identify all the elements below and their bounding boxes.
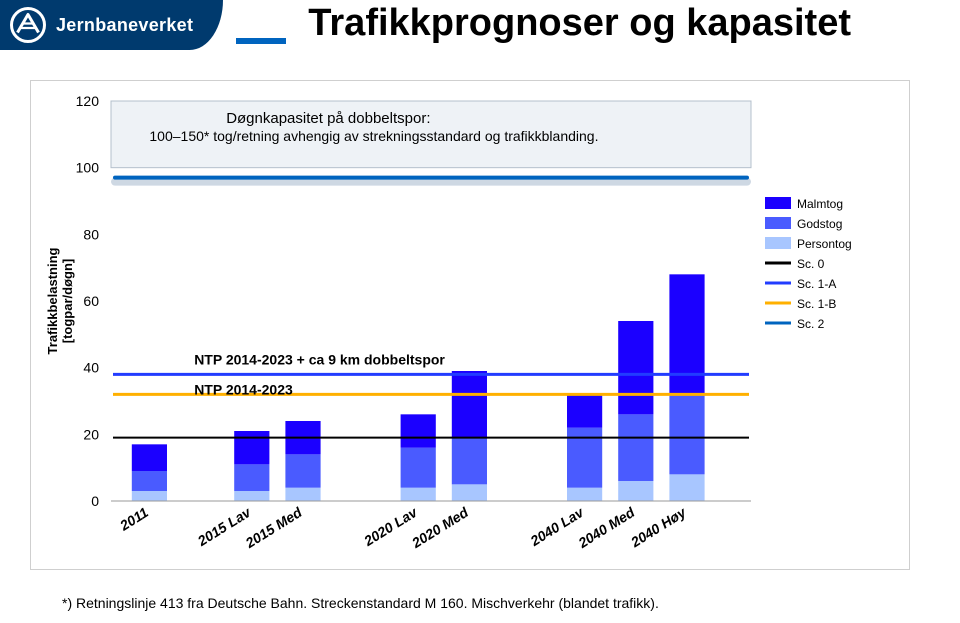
svg-text:80: 80 bbox=[83, 226, 99, 242]
accent-underline bbox=[236, 38, 286, 44]
svg-text:Døgnkapasitet på dobbeltspor:: Døgnkapasitet på dobbeltspor: bbox=[226, 110, 430, 127]
svg-text:120: 120 bbox=[76, 93, 100, 109]
svg-text:2040 Høy: 2040 Høy bbox=[627, 503, 689, 550]
svg-text:NTP 2014-2023: NTP 2014-2023 bbox=[194, 382, 293, 398]
svg-text:Sc. 1-A: Sc. 1-A bbox=[797, 277, 836, 291]
svg-text:Persontog: Persontog bbox=[797, 237, 852, 251]
logo-block: Jernbaneverket bbox=[0, 0, 231, 50]
svg-text:40: 40 bbox=[83, 360, 99, 376]
svg-text:Sc. 0: Sc. 0 bbox=[797, 257, 825, 271]
svg-text:0: 0 bbox=[91, 493, 99, 509]
svg-text:60: 60 bbox=[83, 293, 99, 309]
svg-text:2020 Med: 2020 Med bbox=[408, 504, 471, 552]
svg-text:[togpar/døgn]: [togpar/døgn] bbox=[60, 259, 75, 343]
svg-text:2011: 2011 bbox=[116, 504, 151, 534]
page-title: Trafikkprognoser og kapasitet bbox=[308, 2, 851, 45]
svg-text:2015 Med: 2015 Med bbox=[242, 504, 305, 552]
svg-text:100: 100 bbox=[76, 160, 100, 176]
svg-text:NTP 2014-2023 + ca 9 km dobbel: NTP 2014-2023 + ca 9 km dobbeltspor bbox=[194, 352, 445, 368]
svg-text:Trafikkbelastning: Trafikkbelastning bbox=[45, 247, 60, 354]
chart-container: 0 20 40 60 80 100 120 Trafikkbelastning[togpar/… bbox=[30, 80, 910, 570]
svg-text:Sc. 1-B: Sc. 1-B bbox=[797, 297, 836, 311]
logo: Jernbaneverket bbox=[0, 0, 223, 50]
svg-text:20: 20 bbox=[83, 426, 99, 442]
footnote: *) Retningslinje 413 fra Deutsche Bahn. … bbox=[62, 595, 659, 611]
svg-text:Sc. 2: Sc. 2 bbox=[797, 317, 825, 331]
header: Jernbaneverket Trafikkprognoser og kapas… bbox=[0, 0, 960, 60]
logo-text: Jernbaneverket bbox=[56, 15, 193, 36]
svg-text:Godstog: Godstog bbox=[797, 217, 842, 231]
svg-text:2040 Med: 2040 Med bbox=[575, 504, 638, 552]
svg-text:100–150* tog/retning avhengig: 100–150* tog/retning avhengig av strekni… bbox=[149, 128, 598, 144]
rail-track-icon bbox=[10, 7, 46, 43]
svg-text:Malmtog: Malmtog bbox=[797, 197, 843, 211]
traffic-chart: 0 20 40 60 80 100 120 Trafikkbelastning[togpar/… bbox=[31, 81, 911, 571]
